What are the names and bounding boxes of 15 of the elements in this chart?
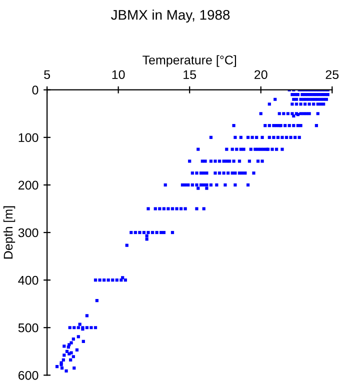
x-tick-label: 20 [254,70,268,80]
chart-title: JBMX in May, 1988 [111,10,230,23]
y-axis-title: Depth [m] [3,206,16,259]
y-tick-label: 600 [18,370,38,380]
x-axis-title: Temperature [°C] [142,55,236,67]
y-tick-label: 0 [32,86,38,95]
y-tick-label: 500 [18,323,38,332]
x-tick-label: 5 [44,70,50,80]
x-tick-label: 15 [184,70,196,80]
x-tick-label: 25 [326,70,339,80]
x-tick-label: 10 [112,70,125,80]
y-tick-label: 400 [18,276,38,285]
y-tick-label: 300 [18,228,38,238]
y-tick-label: 100 [18,133,38,142]
y-tick-label: 200 [18,180,38,190]
